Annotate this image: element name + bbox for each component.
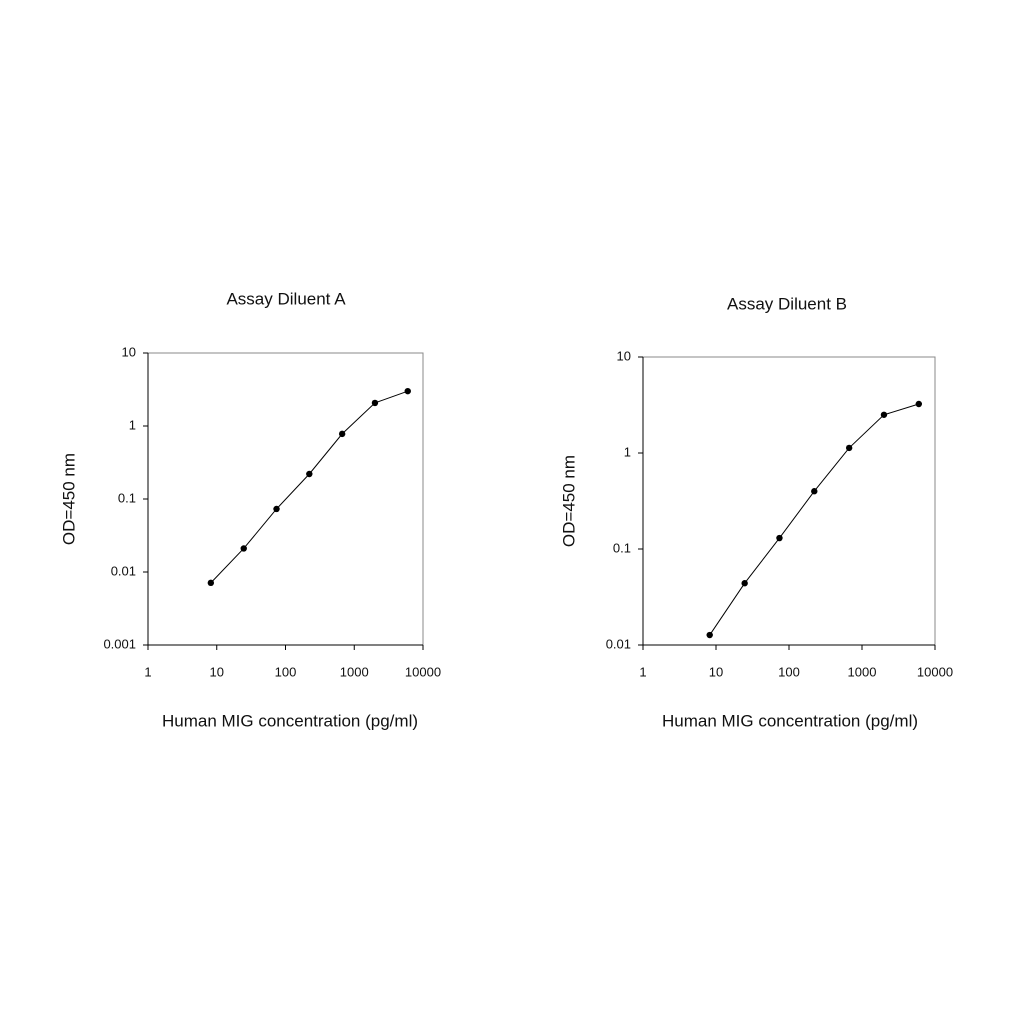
x-tick-label: 10 [709,664,723,679]
data-point [741,580,748,587]
x-tick-label: 1 [144,664,151,679]
data-point [776,534,783,542]
y-tick-label: 0.01 [606,636,631,651]
y-tick-label: 0.1 [613,540,631,555]
data-point [811,488,818,495]
data-point [845,444,853,452]
x-tick-label: 100 [275,664,297,679]
data-point [706,631,713,639]
data-point [207,579,215,587]
chart-title: Assay Diluent A [226,289,346,308]
y-tick-label: 1 [129,417,136,432]
y-axis-label: OD=450 nm [559,455,578,547]
x-tick-label: 1000 [340,664,369,679]
y-tick-label: 10 [617,348,631,363]
data-point [880,411,888,418]
chart-title: Assay Diluent B [727,294,847,313]
y-tick-label: 0.01 [111,563,136,578]
data-point [371,399,379,407]
x-tick-label: 1000 [848,664,877,679]
data-point [306,470,313,478]
y-tick-label: 1 [624,444,631,459]
data-point [240,545,247,552]
chart: Assay Diluent A Human MIG concentration (… [59,289,441,730]
x-tick-label: 1 [639,664,646,679]
x-axis-label: Human MIG concentration (pg/ml) [662,711,918,730]
x-axis-label: Human MIG concentration (pg/ml) [162,711,418,730]
x-tick-label: 100 [778,664,800,679]
data-point [915,400,923,408]
data-line [210,390,408,584]
x-tick-label: 10 [210,664,224,679]
y-tick-label: 0.001 [103,636,136,651]
data-point [273,505,280,513]
x-tick-label: 10000 [917,664,953,679]
chart: Assay Diluent B Human MIG concentration (… [559,294,953,730]
data-point [404,387,411,395]
plot-frame [642,356,936,646]
data-point [338,430,346,438]
y-axis-label: OD=450 nm [59,453,78,545]
y-tick-label: 0.1 [118,490,136,505]
x-tick-label: 10000 [405,664,441,679]
data-line [709,403,919,636]
y-tick-label: 10 [122,344,136,359]
